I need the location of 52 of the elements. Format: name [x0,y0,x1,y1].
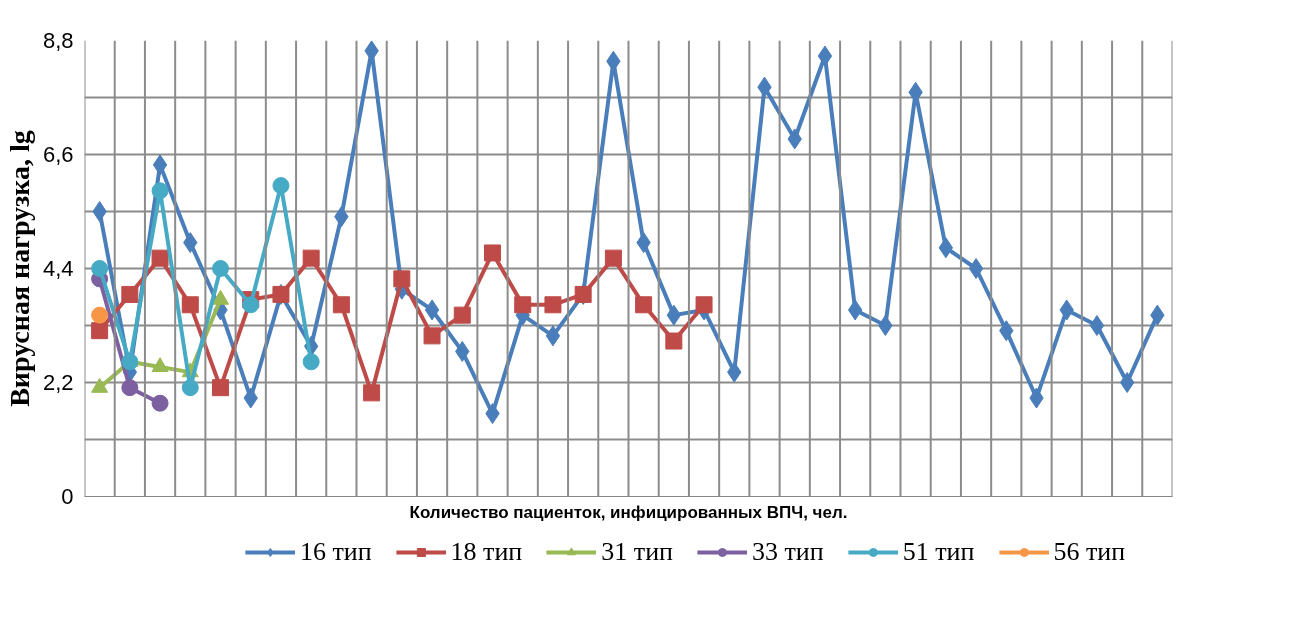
point [423,327,441,345]
point [151,249,169,267]
point [121,285,139,303]
point [181,296,199,314]
point [91,306,109,324]
point [181,379,199,397]
point [151,357,169,373]
point [212,379,229,397]
point [695,296,713,314]
y-tick-label: 8,8 [42,28,74,53]
y-tick-label: 2,2 [42,370,74,395]
point [544,296,562,314]
point [1089,315,1105,336]
legend-label: 18 тип [450,537,523,567]
point [121,379,139,397]
point [151,182,169,200]
point [363,384,381,402]
point [242,296,260,314]
point [151,394,169,412]
point [393,270,411,288]
point [272,177,290,195]
y-tick-label: 4,4 [42,256,74,281]
point [665,332,683,350]
point [817,45,833,67]
point [91,260,109,277]
y-tick-label: 6,6 [42,142,74,167]
point [121,353,139,371]
legend-label: 51 тип [902,537,975,567]
legend-label: 56 тип [1053,537,1126,567]
point [545,325,561,347]
point [514,296,532,314]
y-axis-title: Вирусная нагрузка, lg [3,130,35,407]
legend-label: 33 тип [752,537,824,567]
point [152,154,168,176]
point [453,306,471,324]
point [635,296,653,314]
point [604,249,622,267]
point [424,299,440,321]
point [91,322,109,340]
point [484,244,501,262]
point [302,249,320,267]
point [332,296,350,314]
y-tick-label: 0 [61,484,74,509]
point [212,260,229,277]
point [302,353,320,371]
point [1120,372,1135,393]
legend-label: 31 тип [601,537,673,567]
point [878,315,893,336]
x-axis-title: Количество пациенток, инфицированных ВПЧ, чел. [409,502,848,522]
legend-label: 16 тип [299,537,372,567]
point [92,201,107,222]
point [968,258,984,279]
